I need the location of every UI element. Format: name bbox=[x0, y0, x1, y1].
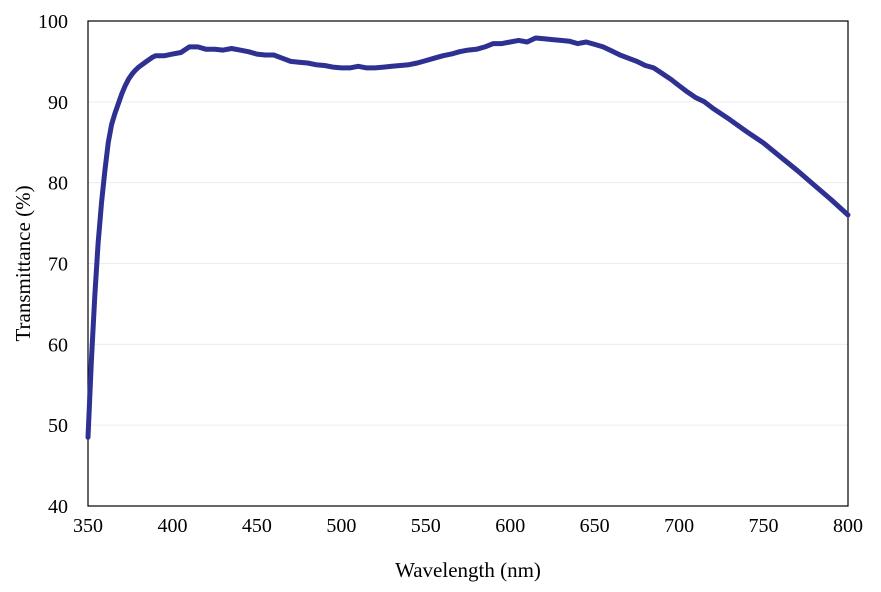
y-tick-label: 90 bbox=[48, 92, 68, 114]
plot-area-frame bbox=[87, 20, 849, 507]
y-tick-label: 60 bbox=[48, 334, 68, 356]
x-tick-label: 500 bbox=[326, 515, 356, 537]
x-tick-label: 350 bbox=[73, 515, 103, 537]
x-axis-title: Wavelength (nm) bbox=[395, 558, 541, 582]
series-layer bbox=[85, 35, 851, 440]
y-tick-label: 100 bbox=[38, 11, 68, 33]
transmittance-series-line bbox=[85, 35, 851, 440]
y-tick-label: 70 bbox=[48, 254, 68, 276]
x-tick-label: 400 bbox=[157, 515, 187, 537]
y-tick-label: 50 bbox=[48, 415, 68, 437]
x-tick-label: 650 bbox=[580, 515, 610, 537]
x-tick-label: 450 bbox=[242, 515, 272, 537]
x-tick-label: 700 bbox=[664, 515, 694, 537]
y-tick-label: 40 bbox=[48, 496, 68, 518]
x-tick-label: 800 bbox=[833, 515, 863, 537]
x-tick-label: 550 bbox=[411, 515, 441, 537]
y-axis-title: Transmittance (%) bbox=[11, 185, 35, 341]
gridlines bbox=[88, 101, 848, 426]
x-tick-label: 750 bbox=[749, 515, 779, 537]
y-tick-label: 80 bbox=[48, 173, 68, 195]
axis-ticks: 350 400 450 500 550 600 650 700 750 800 40 50 60 70 80… bbox=[38, 11, 863, 537]
x-tick-label: 600 bbox=[495, 515, 525, 537]
